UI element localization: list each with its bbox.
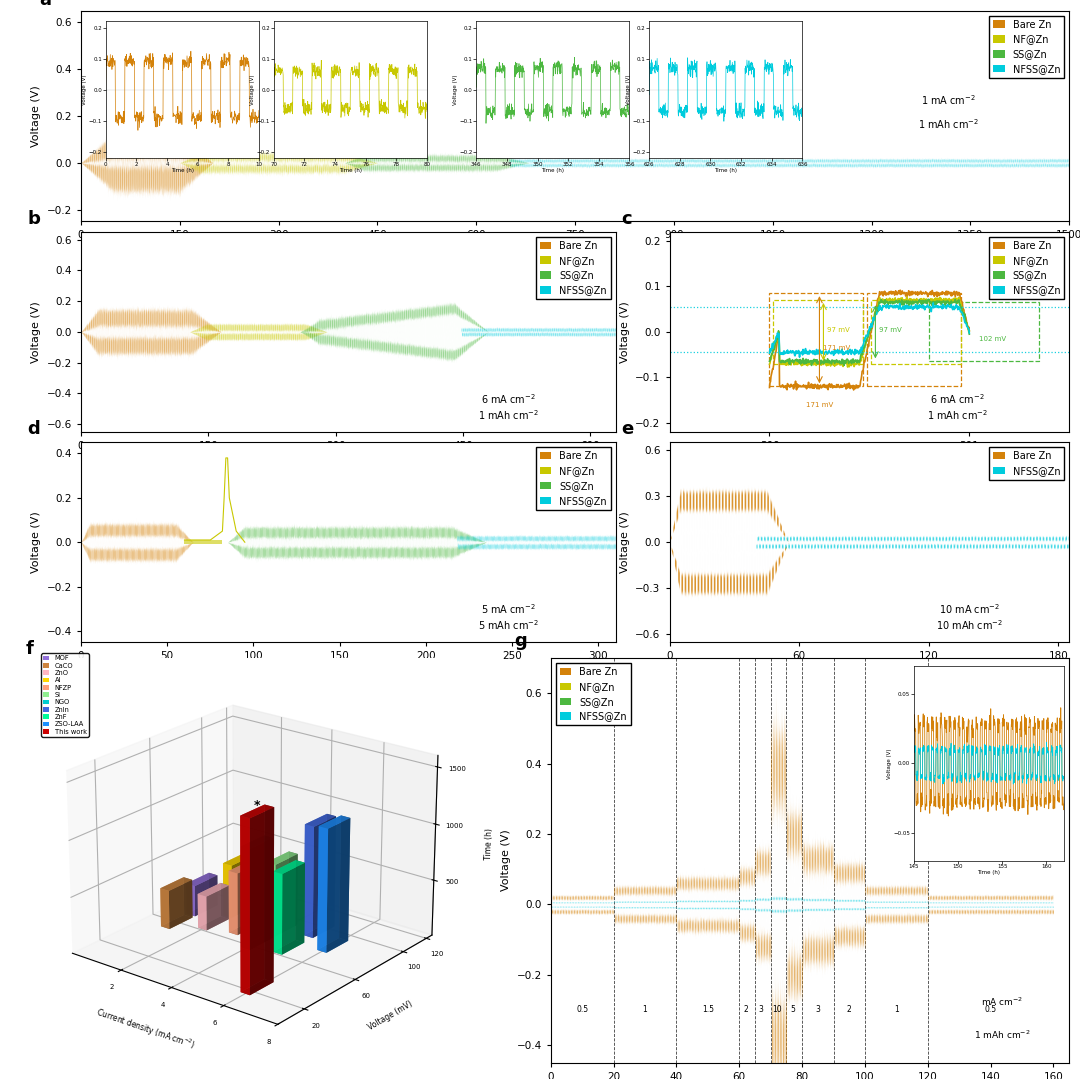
Y-axis label: Voltage (V): Voltage (V) [31, 511, 41, 573]
Text: 2: 2 [847, 1005, 852, 1014]
Bar [867, 293, 961, 386]
Legend: Bare Zn, NF@Zn, SS@Zn, NFSS@Zn: Bare Zn, NF@Zn, SS@Zn, NFSS@Zn [989, 16, 1064, 78]
Bar [929, 302, 1039, 361]
Y-axis label: Voltage (V): Voltage (V) [620, 511, 630, 573]
Text: 171 mV: 171 mV [806, 401, 833, 408]
Legend: Bare Zn, NF@Zn, SS@Zn, NFSS@Zn: Bare Zn, NF@Zn, SS@Zn, NFSS@Zn [536, 237, 610, 299]
Text: 10 mA cm$^{-2}$: 10 mA cm$^{-2}$ [939, 602, 1000, 616]
Text: 10 mAh cm$^{-2}$: 10 mAh cm$^{-2}$ [935, 618, 1003, 632]
Bar [769, 293, 863, 386]
X-axis label: Time (h): Time (h) [846, 667, 893, 677]
Text: 97 mV: 97 mV [879, 327, 902, 332]
X-axis label: Time (h): Time (h) [552, 246, 598, 256]
Text: 1 mAh cm$^{-2}$: 1 mAh cm$^{-2}$ [918, 117, 980, 131]
Text: 1: 1 [643, 1005, 647, 1014]
Legend: Bare Zn, NFSS@Zn: Bare Zn, NFSS@Zn [989, 448, 1064, 480]
Y-axis label: Voltage (V): Voltage (V) [501, 830, 511, 891]
Text: 1: 1 [894, 1005, 899, 1014]
Text: 5 mA cm$^{-2}$: 5 mA cm$^{-2}$ [482, 602, 536, 616]
Y-axis label: Voltage (V): Voltage (V) [620, 301, 630, 363]
Text: 5 mAh cm$^{-2}$: 5 mAh cm$^{-2}$ [478, 618, 539, 632]
Text: mA cm$^{-2}$: mA cm$^{-2}$ [981, 996, 1023, 1008]
Legend: Bare Zn, NF@Zn, SS@Zn, NFSS@Zn: Bare Zn, NF@Zn, SS@Zn, NFSS@Zn [989, 237, 1064, 299]
Text: g: g [514, 632, 527, 650]
Text: 2: 2 [743, 1005, 748, 1014]
Bar [872, 300, 961, 364]
Y-axis label: Voltage (mV): Voltage (mV) [367, 999, 415, 1033]
Text: f: f [26, 640, 33, 658]
X-axis label: Current density (mA cm$^{-2}$): Current density (mA cm$^{-2}$) [94, 1006, 198, 1053]
X-axis label: Cycle Number: Cycle Number [829, 456, 909, 466]
Text: 1 mAh cm$^{-2}$: 1 mAh cm$^{-2}$ [973, 1028, 1030, 1040]
Y-axis label: Voltage (V): Voltage (V) [31, 85, 41, 147]
Text: 1 mAh cm$^{-2}$: 1 mAh cm$^{-2}$ [927, 408, 988, 422]
Text: 5: 5 [791, 1005, 795, 1014]
Text: 1 mAh cm$^{-2}$: 1 mAh cm$^{-2}$ [478, 408, 539, 422]
Text: 171 mV: 171 mV [823, 345, 851, 351]
Text: 6 mA cm$^{-2}$: 6 mA cm$^{-2}$ [482, 392, 536, 406]
Text: 102 mV: 102 mV [980, 336, 1007, 342]
Text: 6 mA cm$^{-2}$: 6 mA cm$^{-2}$ [930, 392, 985, 406]
Text: 1.5: 1.5 [702, 1005, 714, 1014]
Legend: MOF, CaCO, ZnO, Al, NFZP, Si, NGO, ZnIn, ZnF, ZSO-LAA, This work: MOF, CaCO, ZnO, Al, NFZP, Si, NGO, ZnIn,… [41, 654, 89, 737]
X-axis label: Time (h): Time (h) [325, 456, 372, 466]
X-axis label: Time (h): Time (h) [325, 667, 372, 677]
Text: 1 mA cm$^{-2}$: 1 mA cm$^{-2}$ [921, 94, 976, 108]
Text: 3: 3 [815, 1005, 821, 1014]
Text: c: c [622, 210, 632, 228]
Text: 97 mV: 97 mV [827, 327, 850, 332]
Text: d: d [28, 421, 40, 438]
Text: 3: 3 [759, 1005, 764, 1014]
Text: a: a [40, 0, 52, 9]
Y-axis label: Voltage (V): Voltage (V) [31, 301, 41, 363]
Legend: Bare Zn, NF@Zn, SS@Zn, NFSS@Zn: Bare Zn, NF@Zn, SS@Zn, NFSS@Zn [536, 448, 610, 509]
Text: e: e [622, 421, 634, 438]
Text: 0.5: 0.5 [576, 1005, 589, 1014]
Text: 0.5: 0.5 [985, 1005, 997, 1014]
Legend: Bare Zn, NF@Zn, SS@Zn, NFSS@Zn: Bare Zn, NF@Zn, SS@Zn, NFSS@Zn [556, 664, 631, 725]
Text: 10: 10 [772, 1005, 782, 1014]
Text: b: b [28, 210, 40, 228]
Bar [773, 300, 863, 364]
